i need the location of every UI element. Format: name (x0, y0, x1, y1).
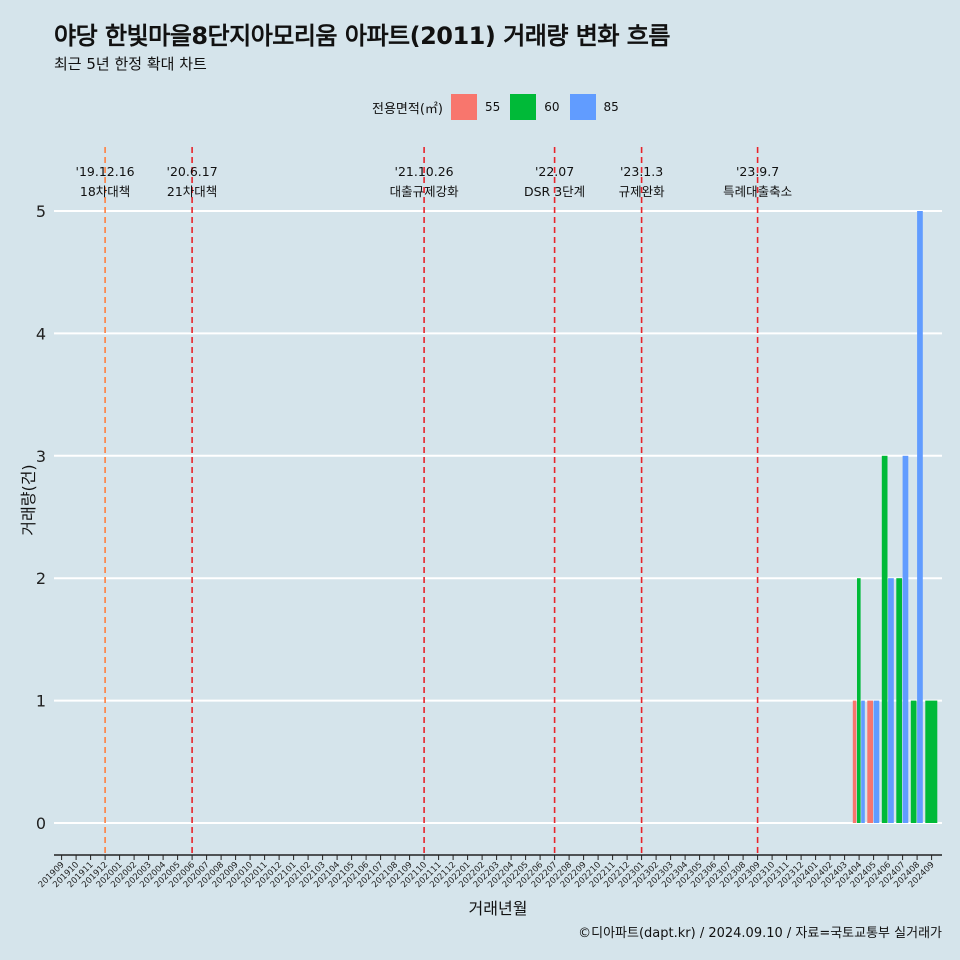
event-label-4: 규제완화 (619, 184, 666, 199)
legend-item-60: 60 (510, 94, 560, 120)
y-axis-title: 거래량(건) (19, 464, 38, 535)
event-label-2: 대출규제강화 (390, 184, 460, 199)
y-tick-label-4: 4 (36, 324, 46, 343)
legend: 전용면적(㎡) 55 60 85 (372, 93, 629, 121)
bar-60-202404 (857, 578, 861, 823)
chart-subtitle: 최근 5년 한정 확대 차트 (54, 55, 207, 73)
legend-swatch-55 (450, 94, 477, 120)
x-axis-title: 거래년월 (469, 899, 528, 918)
y-tick-label-5: 5 (36, 202, 46, 221)
legend-label-60: 60 (544, 100, 560, 114)
bar-55-202405 (867, 700, 873, 823)
legend-swatch-60 (510, 94, 537, 120)
event-date-5: '23.9.7 (736, 164, 779, 179)
legend-label-85: 85 (603, 100, 619, 114)
event-label-3: DSR 3단계 (524, 184, 585, 199)
event-label-0: 18차대책 (80, 184, 130, 199)
event-date-2: '21.10.26 (395, 164, 454, 179)
bar-85-202407 (902, 455, 909, 823)
event-date-0: '19.12.16 (76, 164, 135, 179)
bar-85-202404 (861, 700, 865, 823)
legend-swatch-85 (569, 94, 596, 120)
event-label-1: 21차대책 (167, 184, 217, 199)
legend-item-85: 85 (569, 94, 619, 120)
bar-85-202405 (873, 700, 880, 823)
chart-title: 야당 한빛마을8단지아모리움 아파트(2011) 거래량 변화 흐름 (54, 22, 670, 50)
legend-label-55: 55 (484, 100, 501, 114)
bar-55-202404 (852, 700, 857, 823)
bar-60-202407 (896, 578, 902, 823)
bar-60-202406 (881, 455, 888, 823)
event-date-3: '22.07 (535, 164, 574, 179)
y-tick-label-0: 0 (36, 814, 46, 833)
bar-85-202406 (888, 578, 894, 823)
y-tick-label-3: 3 (36, 447, 46, 466)
y-tick-label-2: 2 (36, 569, 46, 588)
bar-60-202408 (910, 700, 917, 823)
chart-caption: ©디아파트(dapt.kr) / 2024.09.10 / 자료=국토교통부 실… (578, 926, 942, 941)
y-tick-label-1: 1 (36, 692, 46, 711)
legend-title: 전용면적(㎡) (372, 101, 443, 117)
event-date-4: '23.1.3 (620, 164, 663, 179)
bar-85-202408 (917, 211, 923, 823)
legend-item-55: 55 (450, 94, 501, 120)
event-date-1: '20.6.17 (167, 164, 218, 179)
event-label-5: 특례대출축소 (723, 184, 792, 199)
bar-60-202409 (925, 700, 938, 823)
